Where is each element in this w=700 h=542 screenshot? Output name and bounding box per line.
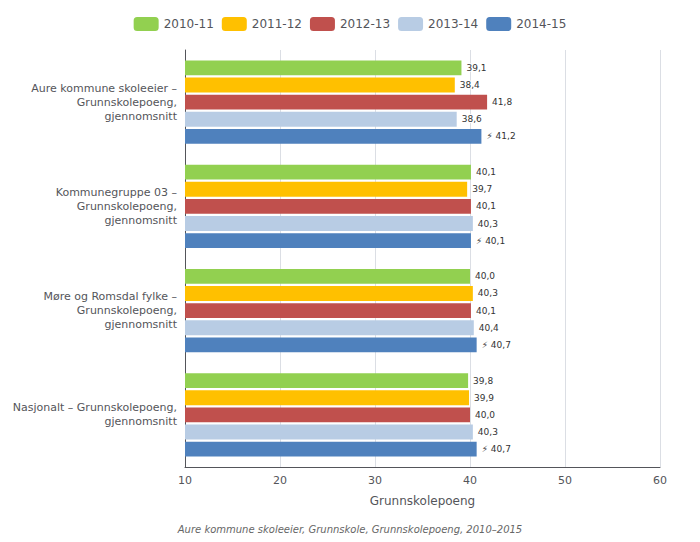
svg-text:2010-11: 2010-11 bbox=[164, 17, 214, 31]
svg-text:40,0: 40,0 bbox=[475, 410, 495, 420]
svg-text:40,3: 40,3 bbox=[478, 427, 498, 437]
svg-text:40,1: 40,1 bbox=[476, 167, 496, 177]
svg-text:gjennomsnitt: gjennomsnitt bbox=[104, 110, 177, 123]
svg-text:40,1: 40,1 bbox=[476, 306, 496, 316]
svg-text:40,3: 40,3 bbox=[478, 288, 498, 298]
svg-text:50: 50 bbox=[558, 474, 572, 487]
svg-text:2014-15: 2014-15 bbox=[516, 17, 566, 31]
svg-text:39,9: 39,9 bbox=[474, 393, 494, 403]
svg-text:Kommunegruppe 03 –: Kommunegruppe 03 – bbox=[56, 186, 177, 199]
svg-text:Grunnskolepoeng,: Grunnskolepoeng, bbox=[77, 96, 177, 109]
svg-text:40,1: 40,1 bbox=[476, 201, 496, 211]
svg-text:⚡ 41,2: ⚡ 41,2 bbox=[486, 131, 515, 141]
svg-text:gjennomsnitt: gjennomsnitt bbox=[104, 415, 177, 428]
svg-text:30: 30 bbox=[368, 474, 382, 487]
svg-text:Nasjonalt – Grunnskolepoeng,: Nasjonalt – Grunnskolepoeng, bbox=[13, 401, 177, 414]
svg-text:gjennomsnitt: gjennomsnitt bbox=[104, 318, 177, 331]
svg-text:⚡ 40,7: ⚡ 40,7 bbox=[482, 444, 511, 454]
svg-text:40,4: 40,4 bbox=[479, 323, 499, 333]
svg-text:38,6: 38,6 bbox=[462, 114, 482, 124]
svg-text:Møre og Romsdal fylke –: Møre og Romsdal fylke – bbox=[43, 290, 177, 303]
svg-text:2012-13: 2012-13 bbox=[340, 17, 390, 31]
svg-text:10: 10 bbox=[178, 474, 192, 487]
svg-text:38,4: 38,4 bbox=[460, 80, 480, 90]
svg-text:39,8: 39,8 bbox=[473, 376, 493, 386]
svg-text:⚡ 40,7: ⚡ 40,7 bbox=[482, 340, 511, 350]
svg-text:39,7: 39,7 bbox=[472, 184, 492, 194]
svg-text:2013-14: 2013-14 bbox=[428, 17, 478, 31]
svg-text:Aure kommune skoleeier –: Aure kommune skoleeier – bbox=[31, 82, 177, 95]
svg-text:40,0: 40,0 bbox=[475, 271, 495, 281]
svg-text:20: 20 bbox=[273, 474, 287, 487]
svg-text:40: 40 bbox=[463, 474, 477, 487]
svg-text:2011-12: 2011-12 bbox=[252, 17, 302, 31]
svg-text:Grunnskolepoeng,: Grunnskolepoeng, bbox=[77, 304, 177, 317]
svg-text:41,8: 41,8 bbox=[492, 97, 512, 107]
svg-text:40,3: 40,3 bbox=[478, 219, 498, 229]
svg-text:Grunnskolepoeng,: Grunnskolepoeng, bbox=[77, 200, 177, 213]
svg-text:Grunnskolepoeng: Grunnskolepoeng bbox=[370, 494, 475, 508]
svg-text:Aure kommune skoleeier, Grunns: Aure kommune skoleeier, Grunnskole, Grun… bbox=[177, 524, 522, 535]
svg-text:39,1: 39,1 bbox=[466, 63, 486, 73]
svg-text:gjennomsnitt: gjennomsnitt bbox=[104, 214, 177, 227]
svg-text:60: 60 bbox=[653, 474, 667, 487]
svg-text:⚡ 40,1: ⚡ 40,1 bbox=[476, 236, 505, 246]
